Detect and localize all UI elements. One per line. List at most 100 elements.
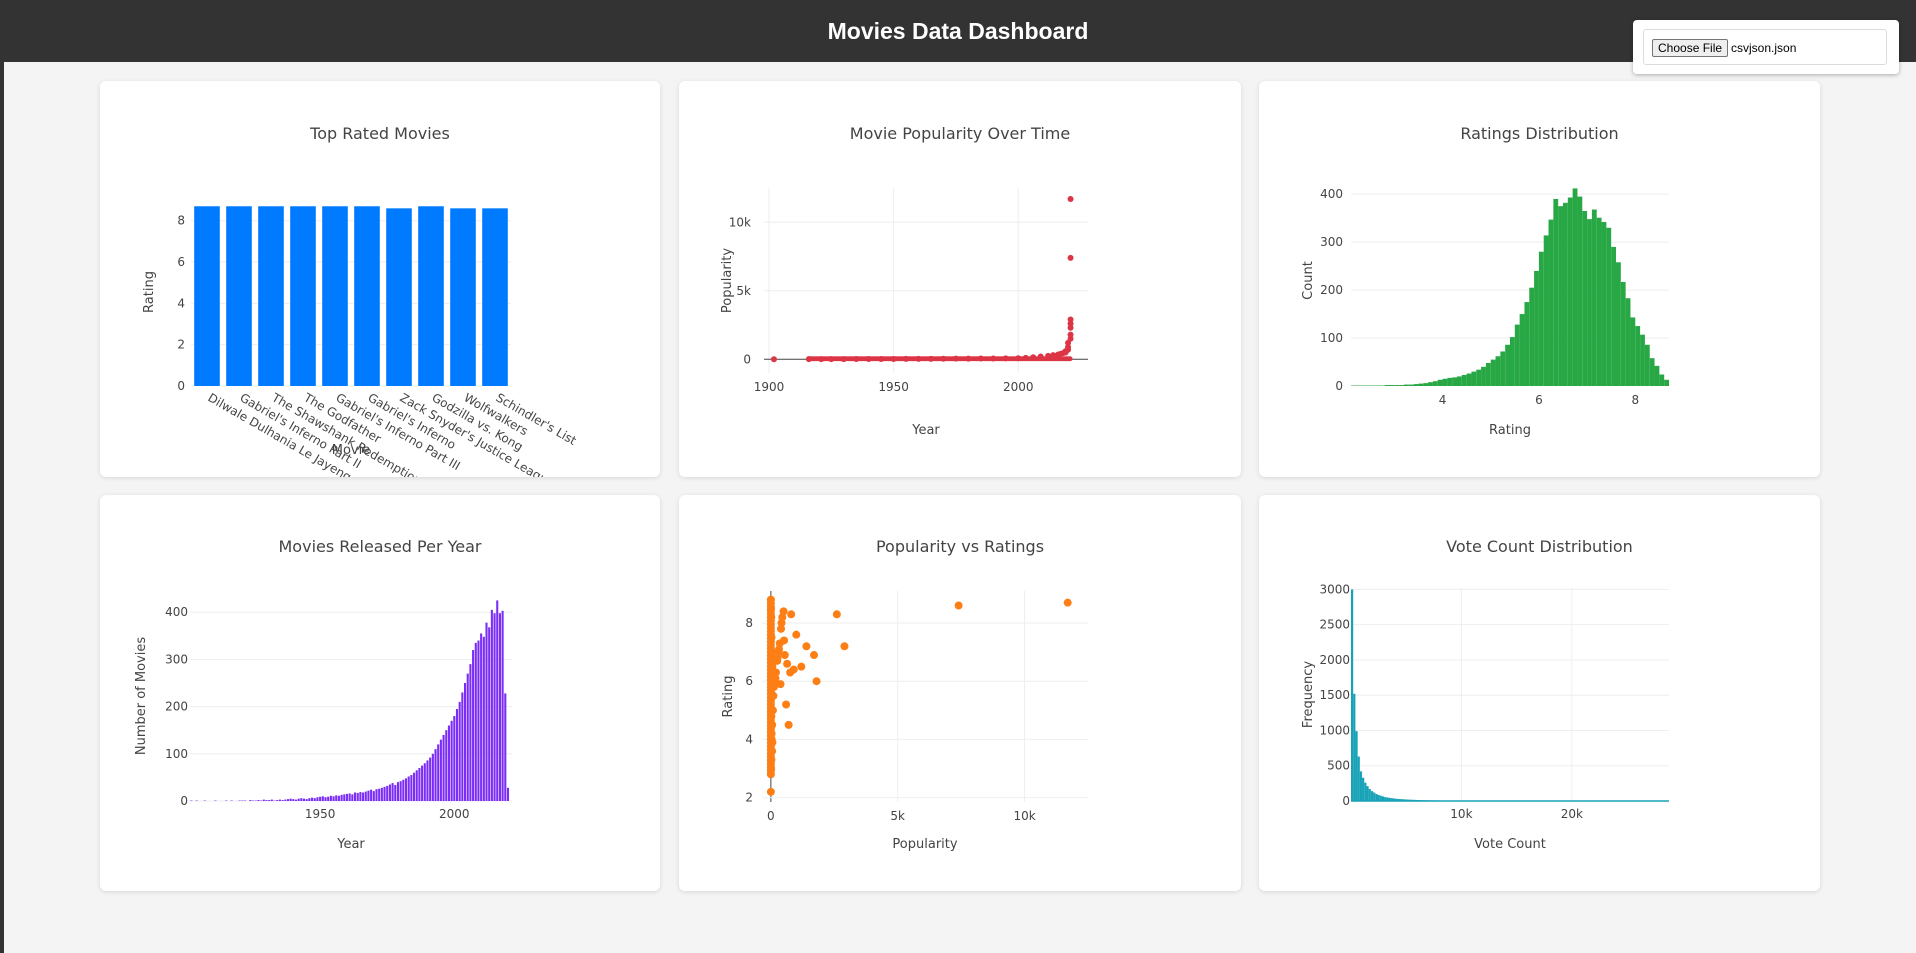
bar: [480, 633, 483, 801]
histogram-bar: [1500, 351, 1506, 386]
data-point: [770, 356, 777, 363]
bar: [276, 800, 279, 801]
histogram-bar: [1534, 270, 1539, 386]
bar: [305, 799, 308, 801]
card-movies-released-per-year: 0 100 200 300 400 1950 2000 Movies Released Per…: [100, 495, 660, 891]
y-tick-label: 300: [165, 652, 188, 666]
histogram-bar: [1529, 287, 1535, 386]
x-tick-label: 1950: [878, 380, 909, 394]
chart-title: Top Rated Movies: [309, 124, 450, 143]
bar: [501, 610, 504, 801]
y-tick-label: 8: [745, 616, 753, 630]
data-point: [810, 651, 819, 660]
bar: [270, 799, 273, 801]
x-axis-label: Vote Count: [1474, 837, 1546, 852]
bar: [404, 778, 408, 801]
y-axis-label: Count: [1301, 261, 1316, 300]
data-point: [767, 764, 776, 773]
bar: [329, 795, 332, 801]
data-point: [767, 712, 776, 721]
histogram-bar: [1659, 374, 1665, 386]
histogram-bar: [1384, 385, 1390, 386]
x-tick-label: 4: [1439, 393, 1447, 407]
data-point: [777, 624, 786, 633]
histogram-bar: [1481, 366, 1486, 386]
data-point: [783, 659, 792, 668]
histogram-bar: [1664, 379, 1669, 386]
data-point: [773, 653, 782, 662]
x-axis-label: Rating: [1489, 423, 1531, 438]
y-tick-label: 3000: [1319, 582, 1350, 596]
card-top-rated-movies: 0 2 4 6 8 Dilwale Dulhania Le Jayenge Gabriel'…: [100, 81, 660, 477]
data-point: [767, 729, 776, 738]
bar: [391, 783, 394, 801]
bar: [284, 799, 287, 801]
y-tick-label: 6: [745, 674, 753, 688]
bar: [292, 799, 295, 801]
histogram-bar: [1366, 786, 1369, 801]
histogram-bar: [1392, 798, 1396, 801]
chart-movie-popularity-over-time: 1900 1950 2000 0 5k 10k Movie Popularity Over …: [720, 124, 1088, 438]
bar: [461, 692, 464, 801]
bar: [303, 798, 306, 801]
histogram-bar: [1423, 383, 1429, 386]
histogram-bar: [1485, 362, 1491, 386]
histogram-bar: [1437, 379, 1443, 386]
y-tick-label: 0: [743, 352, 751, 366]
histogram-bar: [1616, 262, 1621, 386]
data-point: [786, 668, 795, 677]
bar: [474, 642, 477, 801]
bar: [493, 613, 496, 801]
histogram-bar: [1476, 369, 1482, 386]
bar: [319, 796, 322, 801]
bar: [437, 744, 440, 801]
data-point: [767, 633, 776, 642]
data-point: [782, 700, 791, 709]
x-tick-label: 6: [1535, 393, 1543, 407]
histogram-bar: [1428, 382, 1433, 386]
data-point: [1067, 324, 1074, 331]
data-point: [766, 595, 775, 604]
data-point: [840, 642, 849, 651]
bar: [482, 208, 508, 386]
bar: [362, 792, 365, 801]
choose-file-button[interactable]: Choose File: [1652, 39, 1729, 57]
bar: [289, 798, 292, 801]
histogram-bar: [1563, 202, 1568, 386]
chart-ratings-distribution: 0 100 200 300 400 4 6 8 Ratings Distribution Rati…: [1301, 124, 1669, 438]
bar: [359, 792, 362, 801]
y-axis-label: Number of Movies: [134, 637, 149, 755]
histogram-bar: [1471, 371, 1477, 386]
data-point: [1067, 195, 1074, 202]
bar: [316, 797, 319, 801]
bar: [488, 627, 491, 801]
data-point: [787, 610, 796, 619]
file-input[interactable]: Choose File csvjson.json: [1643, 29, 1887, 65]
selected-file-name: csvjson.json: [1731, 41, 1797, 55]
bar: [442, 734, 445, 801]
histogram-bar: [1394, 385, 1400, 386]
histogram-bar: [1640, 334, 1645, 386]
bar: [375, 789, 378, 801]
histogram-bar: [1490, 359, 1496, 386]
histogram-bar: [1379, 795, 1382, 801]
histogram-bar: [1466, 373, 1472, 386]
bar: [464, 683, 467, 801]
bar: [431, 753, 434, 801]
histogram-bar: [1567, 197, 1573, 386]
bar: [324, 797, 327, 801]
data-point: [771, 668, 780, 677]
histogram-bar: [1362, 777, 1365, 801]
data-point: [792, 630, 801, 639]
y-tick-label: 8: [177, 214, 185, 228]
bar: [439, 739, 442, 801]
histogram-bar: [1413, 384, 1419, 386]
histogram-bar: [1514, 324, 1520, 386]
data-point: [766, 787, 775, 796]
bar: [394, 784, 397, 801]
bar: [482, 636, 485, 801]
histogram-bar: [1601, 221, 1607, 386]
bar: [383, 786, 386, 801]
data-point: [1067, 320, 1074, 327]
